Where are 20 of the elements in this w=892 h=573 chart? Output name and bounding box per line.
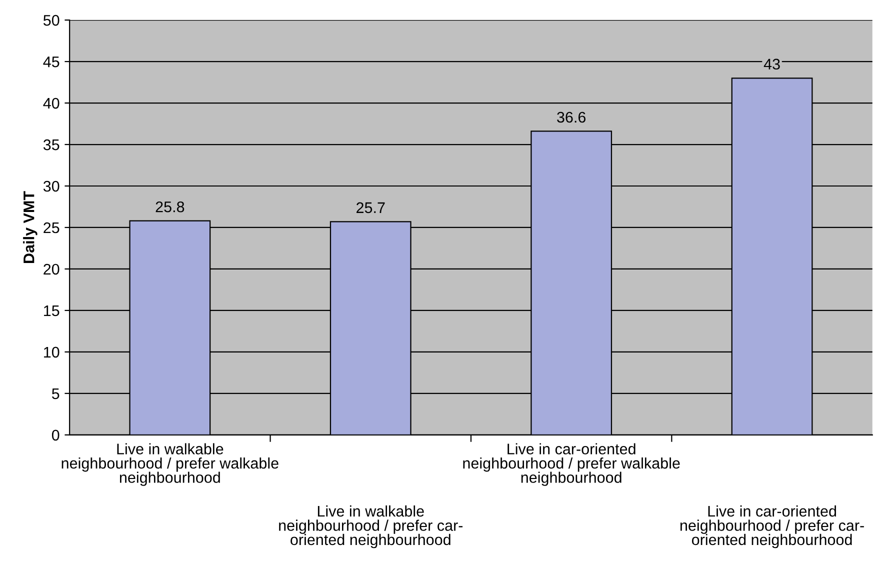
data-label: 25.7 — [356, 202, 385, 214]
y-tick-label: 5 — [52, 388, 60, 400]
y-tick-label: 20 — [44, 264, 60, 275]
y-tick-label: 25 — [44, 222, 60, 234]
x-tick-label: Live in walkable neighbourhood / prefer car- oriented neighbourhood — [279, 505, 463, 548]
y-tick-label: 15 — [44, 305, 60, 316]
x-tick-label: Live in car-oriented neighbourhood / prefer car- oriented neighbourhood — [680, 505, 864, 548]
data-label: 43 — [764, 58, 780, 70]
y-tick-label: 45 — [43, 56, 60, 68]
data-label: 36.6 — [557, 112, 586, 123]
y-tick-label: 0 — [52, 430, 60, 441]
data-label: 25.8 — [156, 201, 184, 212]
y-axis-title: Daily VMT — [23, 191, 38, 263]
y-tick-label: 50 — [43, 14, 60, 26]
x-tick-label: Live in walkable neighbourhood / prefer walkable neighbourhood — [62, 443, 278, 486]
y-tick-label: 10 — [44, 346, 60, 358]
x-tick-label: Live in car-oriented neighbourhood / prefer walkable neighbourhood — [463, 443, 680, 486]
y-tick-label: 35 — [43, 139, 60, 150]
y-tick-label: 40 — [43, 98, 60, 109]
y-tick-label: 30 — [43, 180, 60, 192]
